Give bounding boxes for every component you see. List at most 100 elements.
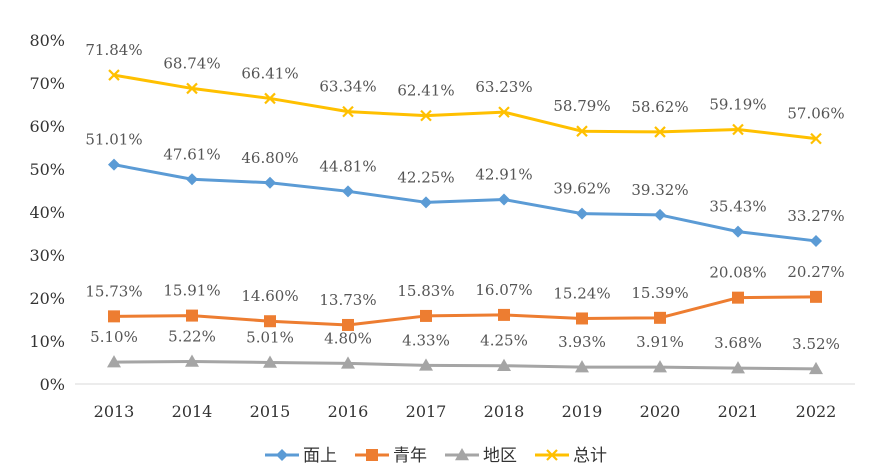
series-line: [113, 295, 817, 327]
y-tick-label: 0%: [40, 375, 65, 394]
data-label: 13.73%: [319, 291, 376, 309]
legend-label: 面上: [303, 446, 337, 466]
data-point: [732, 123, 744, 136]
data-point: [654, 208, 666, 221]
series-面上: [108, 158, 822, 247]
data-point: [263, 355, 277, 368]
series-line: [113, 360, 817, 371]
data-point: [342, 185, 354, 198]
series-青年: [108, 290, 822, 331]
data-label: 4.25%: [480, 332, 528, 350]
data-point: [186, 82, 198, 95]
data-point: [576, 312, 588, 325]
data-label: 42.25%: [397, 168, 454, 186]
x-tick-label: 2017: [406, 402, 447, 421]
data-point: [497, 358, 511, 371]
x-tick-label: 2015: [250, 402, 291, 421]
data-point: [341, 356, 355, 369]
data-label: 16.07%: [475, 281, 532, 299]
x-tick-label: 2018: [484, 402, 525, 421]
data-point: [731, 361, 745, 374]
legend-item-总计: 总计: [535, 446, 607, 466]
legend-marker: [366, 449, 378, 461]
legend-marker: [276, 449, 288, 461]
data-label: 62.41%: [397, 82, 454, 100]
series-line: [113, 163, 817, 243]
series-总计: [108, 69, 822, 145]
data-label: 3.93%: [558, 333, 606, 351]
data-label: 42.91%: [475, 165, 532, 183]
data-label: 58.79%: [553, 97, 610, 115]
data-label: 3.91%: [636, 333, 684, 351]
data-point: [732, 225, 744, 238]
data-point: [264, 176, 276, 189]
data-point: [108, 69, 120, 81]
data-label: 59.19%: [709, 95, 766, 113]
data-label: 5.10%: [90, 328, 138, 346]
data-label: 63.23%: [475, 78, 532, 96]
legend-label: 总计: [573, 446, 607, 466]
data-point: [498, 106, 510, 118]
data-point: [186, 309, 198, 322]
axes: 0% 10% 20% 30% 40% 50% 60% 70% 80% 2013 2014 2015 20…: [29, 31, 855, 421]
data-label: 5.22%: [168, 328, 216, 346]
data-point: [809, 361, 823, 375]
data-label: 58.62%: [631, 98, 688, 116]
legend-item-面上: 面上: [265, 446, 337, 466]
x-tick-label: 2020: [640, 402, 681, 421]
x-tick-label: 2019: [562, 402, 603, 421]
data-point: [342, 105, 354, 118]
data-point: [185, 354, 199, 367]
y-tick-label: 40%: [29, 203, 65, 222]
data-label: 20.08%: [709, 264, 766, 282]
y-tick-label: 80%: [29, 31, 65, 50]
data-label: 4.33%: [402, 331, 450, 349]
data-label: 20.27%: [787, 263, 844, 281]
data-label: 15.83%: [397, 282, 454, 300]
y-tick-label: 60%: [29, 117, 65, 136]
data-label: 15.24%: [553, 284, 610, 302]
series-lines: [107, 69, 823, 375]
data-point: [264, 315, 276, 328]
data-label: 68.74%: [163, 54, 220, 72]
data-point: [653, 360, 667, 373]
data-point: [107, 355, 121, 368]
data-point: [420, 109, 432, 122]
data-point: [810, 290, 822, 303]
data-point: [419, 358, 433, 371]
data-point: [576, 125, 588, 137]
data-point: [576, 207, 588, 220]
x-tick-label: 2022: [796, 402, 837, 421]
data-point: [654, 126, 666, 138]
series-地区: [107, 354, 823, 375]
y-tick-label: 70%: [29, 74, 65, 93]
data-point: [420, 196, 432, 209]
data-label: 66.41%: [241, 64, 298, 82]
y-tick-label: 30%: [29, 246, 65, 265]
legend: 面上 青年 地区 总计: [265, 446, 607, 466]
data-point: [420, 309, 432, 322]
data-label: 4.80%: [324, 329, 372, 347]
data-label: 39.62%: [553, 180, 610, 198]
data-point: [186, 173, 198, 186]
legend-label: 地区: [483, 446, 517, 466]
x-tick-label: 2014: [172, 402, 213, 421]
data-point: [810, 234, 822, 247]
data-label: 57.06%: [787, 105, 844, 123]
legend-item-地区: 地区: [445, 446, 517, 466]
data-point: [732, 291, 744, 304]
data-label: 39.32%: [631, 181, 688, 199]
x-tick-label: 2021: [718, 402, 759, 421]
data-label: 5.01%: [246, 328, 294, 346]
y-tick-label: 50%: [29, 160, 65, 179]
data-label: 3.68%: [714, 334, 762, 352]
legend-item-青年: 青年: [355, 446, 427, 466]
data-label: 35.43%: [709, 198, 766, 216]
data-label: 46.80%: [241, 149, 298, 167]
y-tick-label: 20%: [29, 289, 65, 308]
legend-label: 青年: [393, 446, 427, 466]
data-label: 15.91%: [163, 282, 220, 300]
legend-marker: [546, 449, 558, 461]
data-point: [108, 158, 120, 171]
